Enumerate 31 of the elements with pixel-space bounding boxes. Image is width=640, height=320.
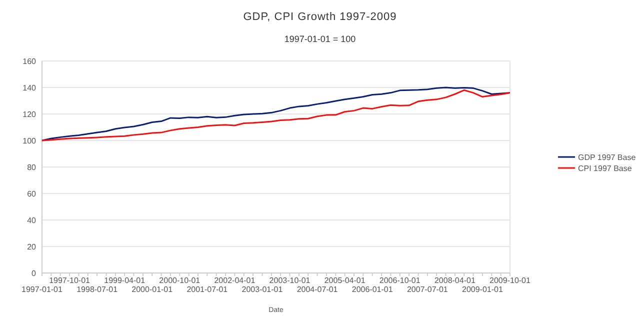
x-tick-label: 1997-10-01: [49, 276, 91, 285]
y-tick-label: 100: [22, 136, 37, 146]
x-tick-label: 2003-10-01: [269, 276, 311, 285]
x-tick-label: 1997-01-01: [22, 285, 64, 294]
y-tick-label: 140: [22, 84, 37, 92]
y-tick-label: 0: [32, 269, 37, 278]
x-tick-label: 2005-04-01: [324, 276, 366, 285]
x-tick-label: 2002-04-01: [214, 276, 256, 285]
x-tick-label: 2000-01-01: [132, 285, 174, 294]
x-tick-label: 2008-04-01: [434, 276, 476, 285]
y-tick-label: 60: [27, 190, 37, 198]
y-tick-label: 80: [27, 163, 37, 172]
legend-label: GDP 1997 Base: [578, 153, 636, 162]
y-tick-label: 20: [27, 242, 37, 252]
x-tick-label: 2009-01-01: [462, 285, 504, 294]
x-tick-label: 1998-07-01: [76, 285, 118, 294]
x-tick-label: 1999-04-01: [104, 276, 146, 285]
x-tick-label: 2006-10-01: [379, 276, 421, 285]
x-tick-label: 2001-07-01: [186, 285, 228, 294]
y-tick-label: 40: [27, 216, 37, 225]
chart-subtitle: 1997-01-01 = 100: [284, 34, 356, 44]
y-tick-label: 160: [22, 57, 37, 66]
legend-label: CPI 1997 Base: [578, 164, 632, 173]
x-tick-label: 2009-10-01: [490, 276, 532, 285]
x-tick-label: 2000-10-01: [159, 276, 201, 285]
x-tick-label: 2004-07-01: [296, 285, 338, 294]
chart-title: GDP, CPI Growth 1997-2009: [243, 11, 397, 23]
x-tick-label: 2006-01-01: [352, 285, 394, 294]
x-tick-label: 2003-01-01: [242, 285, 284, 294]
y-tick-label: 120: [22, 110, 37, 119]
x-tick-label: 2007-07-01: [406, 285, 448, 294]
